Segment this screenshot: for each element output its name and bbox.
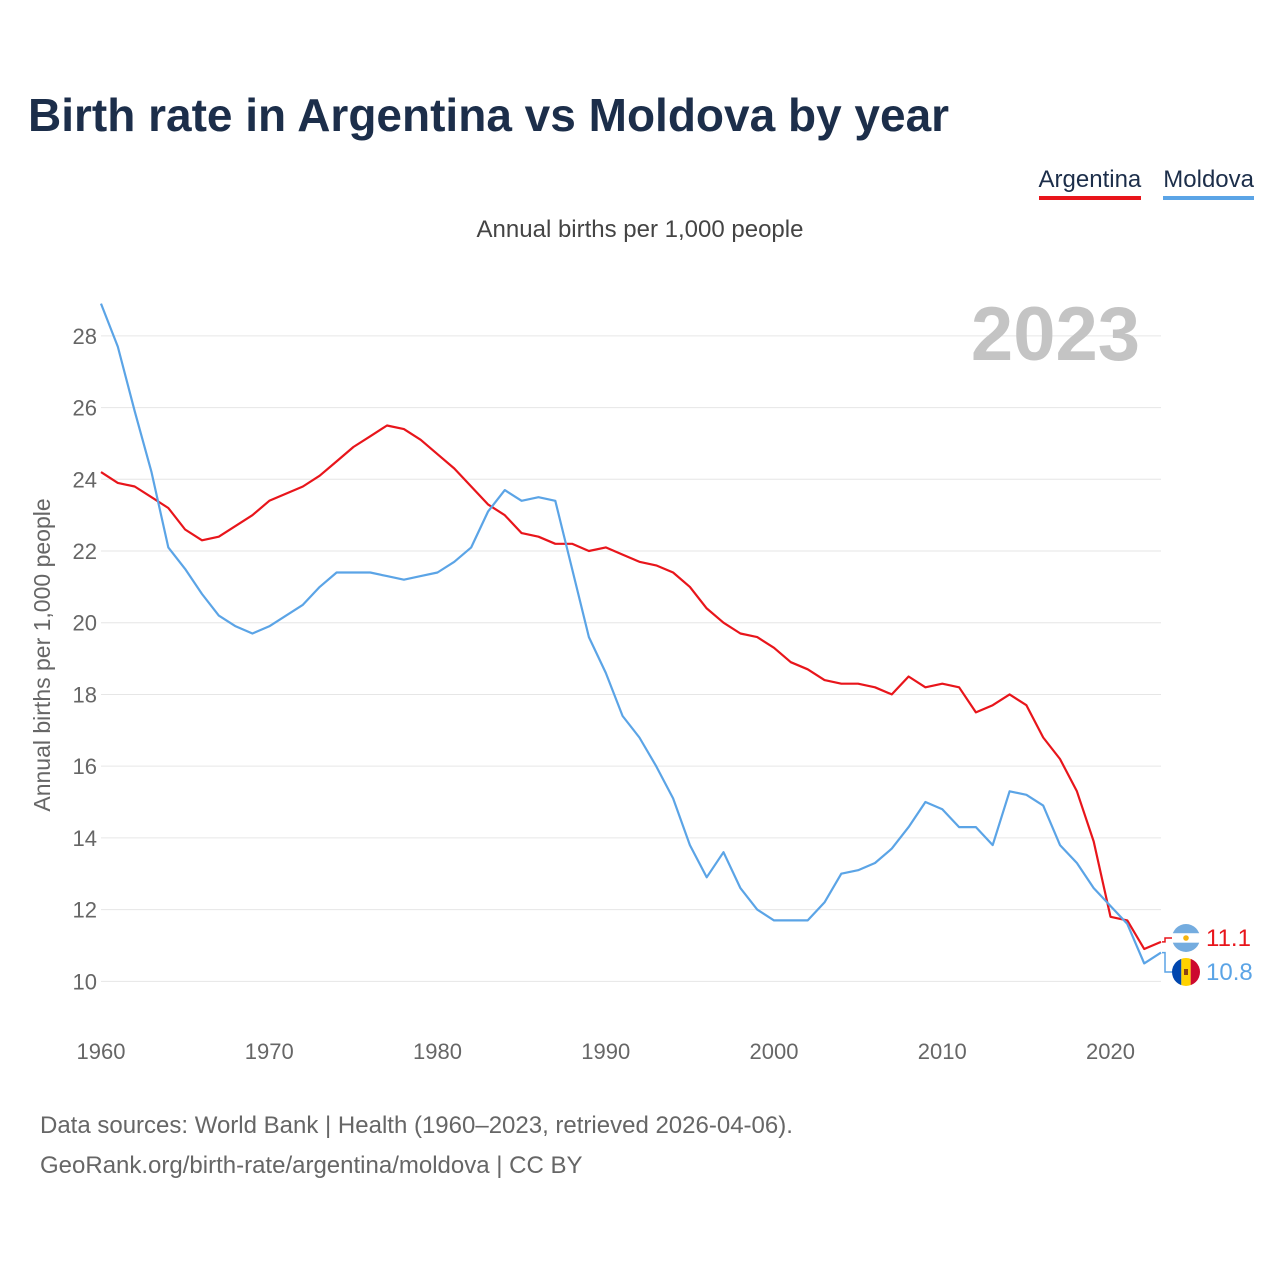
legend: Argentina Moldova <box>1038 166 1254 200</box>
y-tick-label: 18 <box>73 682 97 707</box>
x-tick-label: 2010 <box>918 1039 967 1064</box>
flag-moldova-icon <box>1172 958 1200 986</box>
year-label: 2023 <box>971 292 1140 377</box>
y-tick-label: 16 <box>73 754 97 779</box>
series-line-moldova <box>99 303 1162 965</box>
line-chart: 10 12 14 16 18 20 22 24 26 28 1960 1970 1980 1990 2000… <box>29 292 1253 1064</box>
x-tick-label: 2000 <box>750 1039 799 1064</box>
end-value-label: 11.1 <box>1206 925 1251 952</box>
series-line-argentina <box>100 424 1162 951</box>
chart-subtitle: Annual births per 1,000 people <box>476 216 804 243</box>
connector-moldova <box>1162 951 1172 973</box>
connector-argentina <box>1162 937 1172 943</box>
x-tick-label: 1990 <box>581 1039 630 1064</box>
y-tick-label: 12 <box>73 898 97 923</box>
legend-item-argentina[interactable]: Argentina <box>1038 166 1142 200</box>
y-tick-label: 24 <box>73 467 97 492</box>
url-line[interactable]: GeoRank.org/birth-rate/argentina/moldova… <box>40 1152 583 1179</box>
source-line: Data sources: World Bank | Health (1960–… <box>40 1112 793 1139</box>
y-tick-label: 28 <box>73 324 97 349</box>
y-tick-label: 14 <box>73 826 97 851</box>
page-title: Birth rate in Argentina vs Moldova by ye… <box>28 89 950 141</box>
flag-argentina-icon <box>1172 924 1200 952</box>
data-sources: Data sources: World Bank | Health (1960–… <box>40 1106 793 1186</box>
y-tick-label: 20 <box>73 611 97 636</box>
x-tick-label: 1970 <box>245 1039 294 1064</box>
x-tick-label: 1960 <box>77 1039 126 1064</box>
y-tick-label: 22 <box>73 539 97 564</box>
end-value-label: 10.8 <box>1206 959 1253 986</box>
x-tick-label: 2020 <box>1086 1039 1135 1064</box>
y-axis-label: Annual births per 1,000 people <box>29 498 55 811</box>
x-tick-label: 1980 <box>413 1039 462 1064</box>
y-tick-label: 26 <box>73 396 97 421</box>
legend-item-moldova[interactable]: Moldova <box>1163 166 1254 200</box>
y-tick-label: 10 <box>73 969 97 994</box>
